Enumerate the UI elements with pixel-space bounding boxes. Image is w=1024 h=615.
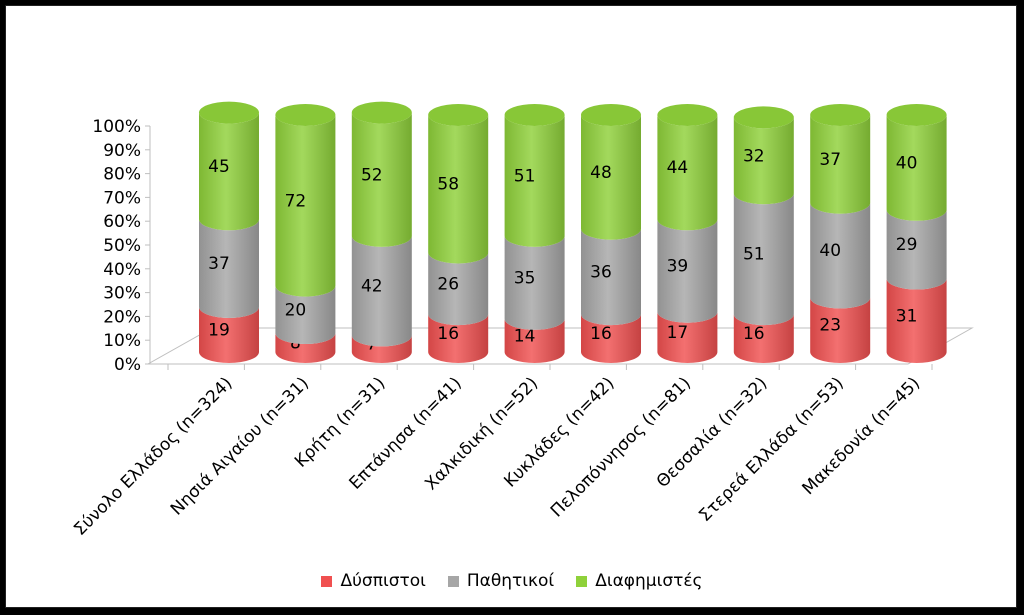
y-tick-label: 10% [103,331,141,351]
bar-top-cap [504,104,565,126]
data-label: 45 [208,157,230,177]
y-tick-label: 60% [103,212,141,232]
data-label: 72 [285,191,307,211]
x-category-label: Στερεά Ελλάδα (n=53) [695,373,848,526]
data-label: 32 [743,146,765,166]
y-tick-label: 30% [103,284,141,304]
bar-segment [428,115,489,264]
bar-segment [733,117,794,205]
bar-top-cap [810,104,871,126]
legend-swatch [321,575,333,587]
data-label: 58 [437,175,459,195]
bar-top-cap [733,106,794,129]
bar-segment [810,202,871,309]
data-label: 51 [743,245,765,265]
data-label: 37 [208,254,230,274]
bar-segment [351,335,412,363]
bar-top-cap [886,104,947,126]
bar-segment [581,314,641,363]
data-label: 26 [437,274,459,294]
bar-top-cap [351,101,412,124]
bar-segment [810,297,871,363]
data-label: 17 [667,323,689,343]
bar-top-cap [199,101,259,124]
bar-segment [733,314,794,363]
data-label: 37 [819,150,841,170]
data-label: 48 [590,163,612,183]
bar-segment [581,228,641,326]
data-label: 19 [208,320,230,340]
data-label: 36 [590,262,612,282]
y-tick-label: 50% [103,236,141,256]
bar-segment [504,115,565,247]
bar-segment [428,252,489,326]
data-label: 16 [590,324,612,344]
bar-segment [199,306,259,363]
bar-segment [275,333,336,363]
bar-segment [886,115,947,221]
legend-item: Διαφημιστές [576,571,703,591]
y-tick-label: 0% [114,355,141,375]
bar-segment [504,318,565,363]
data-label: 16 [437,324,459,344]
data-label: 16 [743,324,765,344]
bar-segment [657,115,718,231]
bar-top-cap [581,104,641,126]
legend-swatch [447,575,459,587]
y-tick-label: 90% [103,141,141,161]
bar-segment [351,112,412,247]
data-label: 39 [667,256,689,276]
bar-segment [581,115,641,240]
data-label: 8 [290,334,301,354]
bar-segment [428,314,489,363]
x-category-label: Πελοπόννησος (n=81) [547,373,695,521]
data-label: 35 [514,268,536,288]
bar-segment [199,219,260,318]
bar-segment [886,209,947,290]
bar-top-cap [275,104,336,126]
legend-item: Δύσπιστοι [321,571,426,591]
bar-segment [275,115,336,297]
data-label: 40 [896,153,918,173]
bar-segment [733,193,794,326]
bar-segment [657,219,718,323]
data-label: 40 [819,241,841,261]
data-label: 42 [361,277,383,297]
bar-segment [275,285,336,345]
data-label: 52 [361,165,383,185]
legend-label: Δύσπιστοι [340,571,426,591]
bar-segment [351,235,412,347]
y-tick-label: 80% [103,165,141,185]
y-tick-label: 40% [103,260,141,280]
bar-segment [657,311,718,363]
bar-segment [199,112,260,231]
legend-label: Παθητικοί [466,571,555,591]
x-category-label: Σύνολο Ελλάδος (n=324) [70,373,236,539]
data-label: 31 [896,306,918,326]
bar-top-cap [428,104,489,126]
legend-swatch [576,575,588,587]
data-label: 51 [514,166,536,186]
bar-segment [886,278,947,363]
legend-label: Διαφημιστές [595,571,703,591]
y-tick-label: 100% [92,117,141,137]
data-label: 29 [896,235,918,255]
legend: Δύσπιστοι Παθητικοί Διαφημιστές [0,571,1024,591]
y-tick-label: 70% [103,188,141,208]
y-tick-label: 20% [103,307,141,327]
x-category-label: Νησιά Αιγαίου (n=31) [167,373,313,519]
bar-segment [810,115,871,214]
data-label: 20 [285,300,307,320]
bar-segment [504,235,565,330]
data-label: 14 [514,326,536,346]
data-label: 44 [667,158,689,178]
data-label: 23 [819,316,841,336]
bar-top-cap [657,104,718,126]
legend-item: Παθητικοί [447,571,555,591]
